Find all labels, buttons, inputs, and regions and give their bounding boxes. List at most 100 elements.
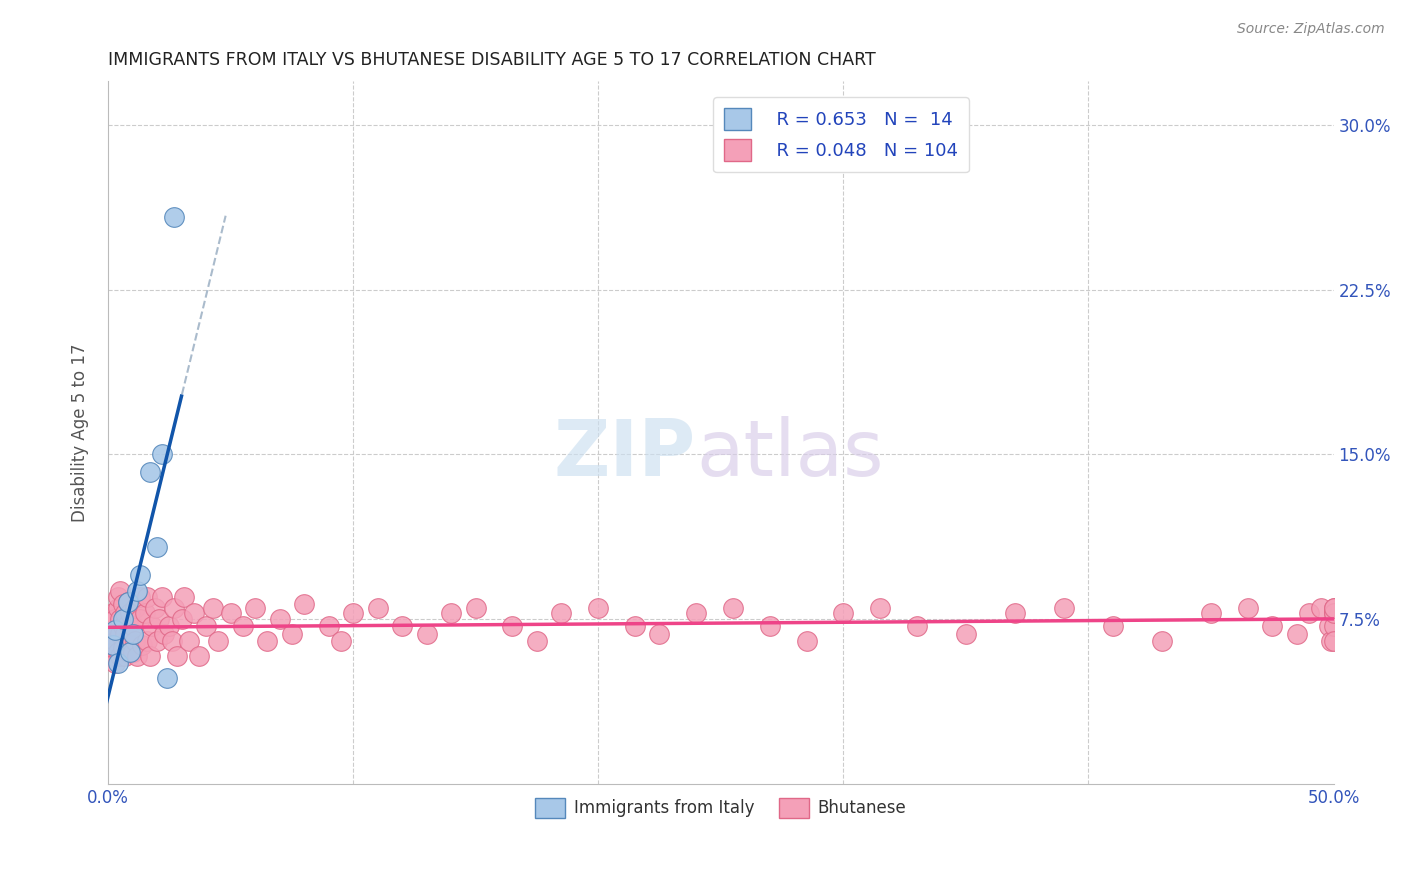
Point — [342, 606, 364, 620]
Point — [101, 639, 124, 653]
Point — [163, 601, 186, 615]
Point — [100, 640, 122, 655]
Point — [104, 612, 127, 626]
Point — [111, 618, 134, 632]
Point — [1102, 618, 1125, 632]
Point — [101, 618, 124, 632]
Point — [107, 601, 129, 615]
Point — [292, 597, 315, 611]
Point — [153, 627, 176, 641]
Point — [128, 568, 150, 582]
Point — [146, 540, 169, 554]
Point — [107, 590, 129, 604]
Point — [138, 649, 160, 664]
Point — [118, 645, 141, 659]
Point — [869, 601, 891, 615]
Point — [138, 465, 160, 479]
Point — [127, 583, 149, 598]
Point — [111, 612, 134, 626]
Point — [1236, 601, 1258, 615]
Point — [905, 618, 928, 632]
Y-axis label: Disability Age 5 to 17: Disability Age 5 to 17 — [72, 343, 89, 522]
Point — [124, 634, 146, 648]
Point — [367, 601, 389, 615]
Point — [1004, 606, 1026, 620]
Point — [136, 590, 159, 604]
Point — [114, 606, 136, 620]
Point — [177, 634, 200, 648]
Point — [110, 649, 132, 664]
Point — [685, 606, 707, 620]
Point — [796, 634, 818, 648]
Point — [156, 672, 179, 686]
Point — [256, 634, 278, 648]
Point — [1320, 634, 1343, 648]
Point — [110, 612, 132, 626]
Text: ZIP: ZIP — [554, 416, 696, 491]
Point — [107, 623, 129, 637]
Point — [1261, 618, 1284, 632]
Point — [440, 606, 463, 620]
Point — [110, 627, 132, 641]
Point — [131, 639, 153, 653]
Point — [104, 634, 127, 648]
Point — [329, 634, 352, 648]
Point — [269, 612, 291, 626]
Point — [104, 623, 127, 637]
Point — [586, 601, 609, 615]
Point — [117, 594, 139, 608]
Point — [127, 649, 149, 664]
Point — [136, 634, 159, 648]
Point — [111, 597, 134, 611]
Point — [195, 618, 218, 632]
Point — [107, 645, 129, 659]
Point — [141, 618, 163, 632]
Point — [128, 590, 150, 604]
Point — [721, 601, 744, 615]
Point — [1310, 601, 1333, 615]
Point — [207, 634, 229, 648]
Point — [187, 649, 209, 664]
Point — [128, 612, 150, 626]
Point — [501, 618, 523, 632]
Point — [100, 627, 122, 641]
Point — [121, 618, 143, 632]
Point — [157, 618, 180, 632]
Point — [1317, 618, 1340, 632]
Point — [183, 606, 205, 620]
Point — [173, 590, 195, 604]
Point — [114, 627, 136, 641]
Point — [111, 640, 134, 655]
Point — [121, 645, 143, 659]
Point — [118, 634, 141, 648]
Point — [526, 634, 548, 648]
Point — [281, 627, 304, 641]
Point — [107, 656, 129, 670]
Point — [166, 649, 188, 664]
Point — [832, 606, 855, 620]
Point — [117, 594, 139, 608]
Point — [114, 649, 136, 664]
Point — [150, 448, 173, 462]
Point — [758, 618, 780, 632]
Point — [110, 583, 132, 598]
Point — [117, 645, 139, 659]
Point — [101, 649, 124, 664]
Point — [1322, 618, 1344, 632]
Text: Source: ZipAtlas.com: Source: ZipAtlas.com — [1237, 22, 1385, 37]
Point — [1322, 601, 1344, 615]
Point — [101, 606, 124, 620]
Point — [1322, 606, 1344, 620]
Point — [124, 601, 146, 615]
Point — [134, 606, 156, 620]
Point — [146, 634, 169, 648]
Point — [150, 590, 173, 604]
Point — [160, 634, 183, 648]
Point — [415, 627, 437, 641]
Point — [1298, 606, 1320, 620]
Point — [1322, 606, 1344, 620]
Point — [1199, 606, 1222, 620]
Point — [1285, 627, 1308, 641]
Point — [391, 618, 413, 632]
Point — [243, 601, 266, 615]
